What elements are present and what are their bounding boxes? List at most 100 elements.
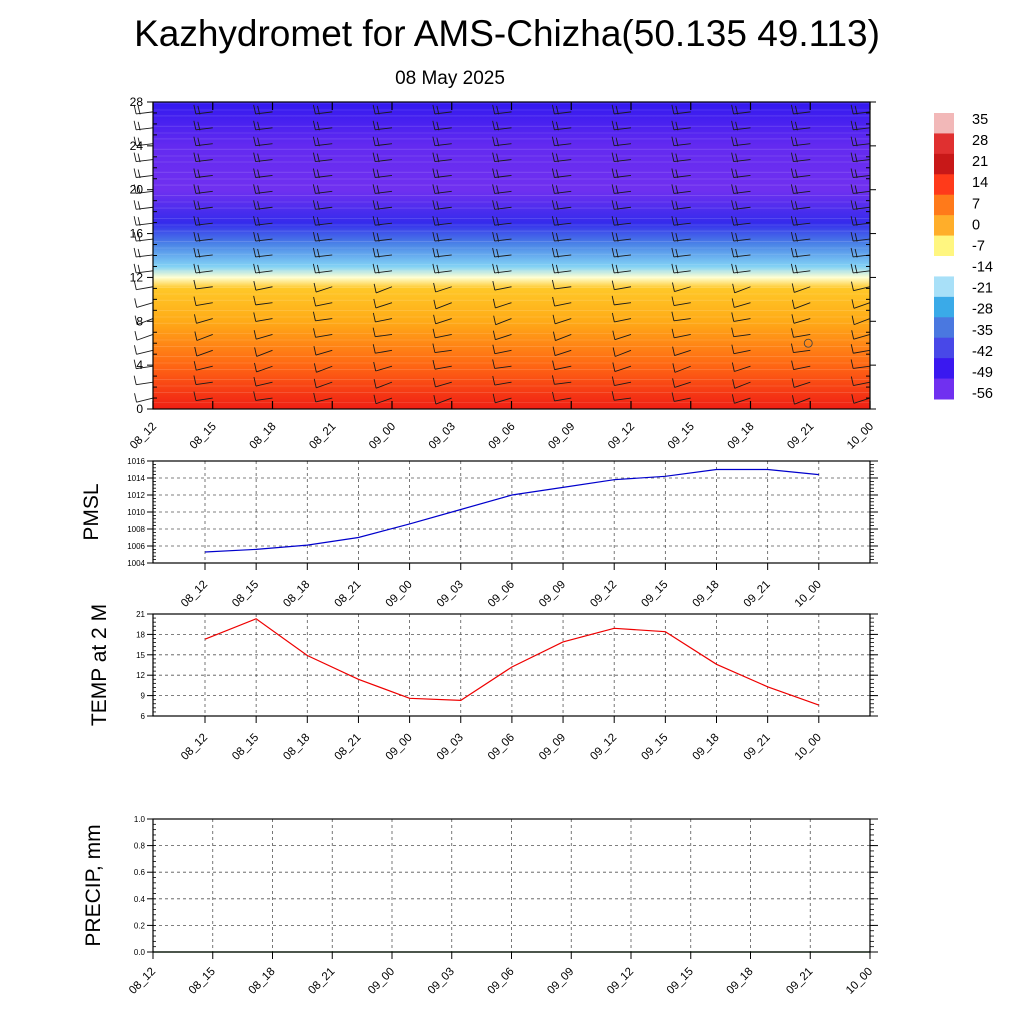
y-axis-label: PMSL: [80, 483, 103, 540]
wind-barb: [731, 247, 751, 258]
wind-barb: [791, 395, 811, 405]
y-axis-label: PRECIP, mm: [82, 824, 105, 946]
wind-barb: [193, 314, 213, 324]
colorbar-swatch: [934, 133, 954, 155]
colorbar-label: 14: [972, 175, 988, 191]
colorbar-swatch: [934, 235, 954, 257]
wind-barb: [851, 299, 871, 309]
wind-barb: [432, 216, 452, 226]
temp-2m-panel: 6 9 12 15 18 21 08_12 08_15 08_18 08_21 09_00 09_03…: [88, 604, 878, 763]
wind-barb: [731, 216, 751, 226]
wind-barb: [432, 136, 452, 147]
wind-barb: [133, 263, 154, 274]
wind-barb: [611, 184, 632, 194]
wind-barb: [193, 296, 213, 306]
x-tick-label: 09_09: [537, 732, 568, 763]
wind-barb: [253, 104, 273, 115]
wind-barb: [790, 231, 811, 242]
wind-barb: [193, 279, 213, 290]
wind-barb: [611, 391, 632, 401]
wind-barb: [551, 200, 572, 210]
wind-barb: [312, 200, 333, 210]
colorbar-label: 35: [972, 112, 988, 128]
wind-barb: [791, 360, 811, 371]
wind-barb: [432, 231, 452, 242]
wind-barb: [731, 184, 751, 194]
wind-barb: [611, 376, 632, 386]
y-tick-label: 1.0: [134, 815, 146, 824]
x-tick-label: 09_03: [426, 966, 457, 997]
x-tick-label: 09_15: [665, 966, 696, 997]
wind-barb: [611, 200, 632, 210]
x-tick-label: 08_15: [230, 579, 261, 610]
wind-barb: [432, 247, 452, 258]
y-tick-label: 6: [141, 712, 146, 721]
wind-barb: [313, 282, 333, 293]
wind-barb: [672, 346, 691, 357]
calm-wind-marker: [803, 338, 813, 348]
colorbar-swatch: [934, 256, 954, 277]
wind-barb: [373, 361, 393, 372]
x-tick-label: 10_00: [793, 579, 824, 610]
y-tick-label: 8: [136, 314, 143, 328]
x-tick-label: 09_15: [666, 421, 697, 452]
wind-barb: [433, 282, 452, 293]
wind-barb: [372, 263, 393, 274]
x-tick-label: 10_00: [844, 966, 875, 997]
y-tick-label: 20: [130, 183, 144, 197]
y-tick-label: 1012: [127, 491, 145, 500]
x-tick-label: 08_21: [306, 966, 337, 997]
wind-barb: [672, 363, 691, 373]
x-tick-label: 08_12: [127, 966, 158, 997]
y-tick-label: 1008: [127, 525, 145, 534]
colorbar-swatch: [934, 378, 954, 400]
colorbar-label: 28: [972, 133, 988, 149]
wind-barb: [551, 216, 572, 226]
wind-barb: [731, 231, 751, 242]
wind-barb: [432, 328, 452, 339]
wind-barb: [731, 362, 751, 372]
wind-barb: [611, 216, 632, 226]
wind-barb: [731, 263, 751, 274]
wind-barb: [850, 104, 871, 115]
wind-barb: [551, 168, 572, 179]
wind-barb: [731, 327, 751, 338]
wind-barb: [790, 247, 811, 258]
y-tick-label: 4: [136, 358, 143, 372]
x-tick-label: 09_03: [435, 579, 466, 610]
wind-barb: [312, 120, 333, 131]
wind-barb: [253, 136, 273, 147]
wind-barb: [433, 395, 452, 405]
wind-barb: [194, 331, 213, 341]
wind-barb: [133, 200, 154, 210]
wind-barb: [790, 263, 811, 274]
colorbar-swatch: [934, 215, 954, 237]
wind-barb: [254, 347, 273, 357]
wind-barb: [432, 263, 452, 274]
y-tick-label: 0.4: [134, 895, 146, 904]
wind-barb: [612, 347, 632, 357]
wind-barb: [732, 283, 751, 294]
wind-barb: [790, 136, 811, 147]
x-tick-label: 10_00: [793, 732, 824, 763]
y-tick-label: 1016: [127, 457, 145, 466]
y-tick-label: 12: [136, 671, 145, 680]
wind-barb: [313, 392, 333, 403]
wind-barb: [134, 298, 154, 308]
wind-barb: [134, 315, 154, 326]
wind-barb: [193, 120, 213, 131]
chart-title: Kazhydromet for AMS-Chizha(50.135 49.113…: [134, 13, 880, 54]
wind-barb: [432, 343, 452, 354]
x-tick-label: 09_06: [487, 421, 518, 452]
x-tick-label: 09_03: [427, 421, 458, 452]
wind-barb: [253, 231, 273, 242]
x-tick-label: 09_21: [784, 966, 815, 997]
wind-barb: [492, 375, 512, 386]
wind-barb: [551, 375, 572, 385]
wind-barb: [611, 263, 632, 274]
colorbar-swatch: [934, 113, 954, 134]
wind-barb: [672, 378, 691, 388]
x-tick-label: 09_18: [726, 421, 757, 452]
wind-barb: [790, 168, 811, 179]
wind-barb: [851, 281, 871, 292]
